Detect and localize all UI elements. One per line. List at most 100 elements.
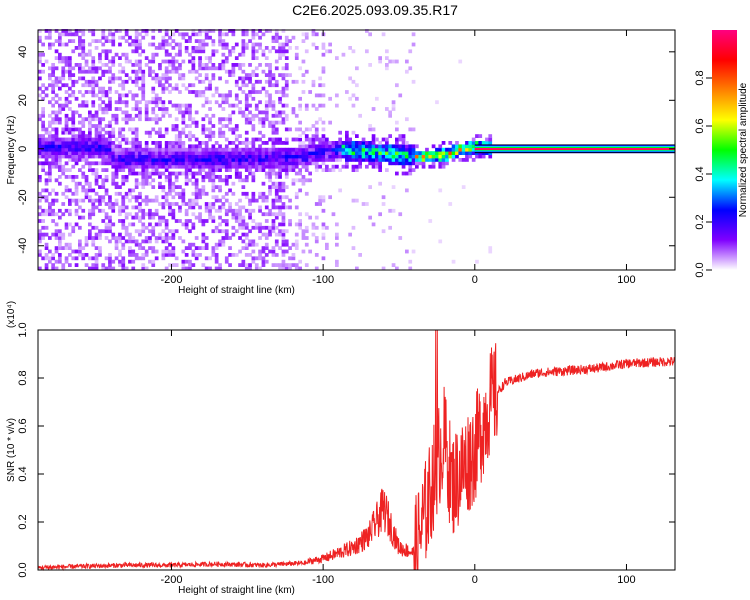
heatmap-cell — [281, 154, 286, 159]
heatmap-cell — [218, 222, 222, 227]
heatmap-cell — [258, 222, 262, 227]
heatmap-cell — [78, 127, 82, 132]
heatmap-cell — [164, 195, 169, 200]
heatmap-cell — [51, 147, 55, 152]
heatmap-cell — [108, 219, 112, 223]
heatmap-cell — [438, 154, 443, 159]
heatmap-cell — [51, 154, 55, 159]
heatmap-cell — [301, 181, 306, 186]
heatmap-cell — [154, 141, 159, 145]
heatmap-cell — [441, 147, 446, 152]
heatmap-cell — [58, 181, 62, 186]
heatmap-cell — [121, 137, 126, 142]
heatmap-cell — [385, 158, 389, 162]
heatmap-cell — [58, 141, 62, 145]
heatmap-cell — [284, 113, 289, 118]
heatmap-cell — [174, 42, 179, 47]
heatmap-cell — [268, 120, 272, 125]
heatmap-cell — [64, 96, 69, 101]
heatmap-cell — [168, 90, 172, 94]
heatmap-cell — [371, 137, 376, 142]
heatmap-cell — [228, 168, 232, 172]
heatmap-cell — [114, 236, 119, 240]
heatmap-cell — [294, 205, 299, 210]
heatmap-cell — [48, 141, 52, 145]
heatmap-cell — [335, 147, 339, 152]
heatmap-cell — [81, 124, 86, 128]
heatmap-cell — [128, 236, 132, 240]
heatmap-cell — [201, 236, 206, 240]
heatmap-cell — [84, 239, 89, 244]
heatmap-cell — [258, 236, 262, 240]
heatmap-cell — [38, 134, 42, 138]
heatmap-cell — [224, 96, 229, 101]
heatmap-cell — [61, 56, 66, 60]
heatmap-cell — [181, 195, 186, 200]
heatmap-cell — [161, 134, 166, 138]
heatmap-cell — [221, 124, 226, 128]
heatmap-cell — [408, 151, 413, 155]
heatmap-cell — [251, 158, 256, 162]
heatmap-cell — [81, 52, 86, 57]
heatmap-cell — [51, 256, 55, 261]
heatmap-cell — [114, 117, 119, 122]
heatmap-cell — [148, 42, 152, 47]
heatmap-cell — [58, 144, 62, 149]
heatmap-cell — [168, 205, 172, 210]
heatmap-cell — [371, 151, 376, 155]
heatmap-cell — [108, 222, 112, 227]
heatmap-cell — [351, 225, 356, 230]
heatmap-cell — [58, 253, 62, 257]
heatmap-cell — [58, 246, 62, 250]
heatmap-cell — [104, 107, 109, 111]
heatmap-cell — [88, 147, 92, 152]
heatmap-cell — [228, 69, 232, 74]
heatmap-cell — [168, 113, 172, 118]
heatmap-cell — [154, 120, 159, 125]
heatmap-cell — [301, 147, 306, 152]
heatmap-cell — [261, 191, 266, 196]
heatmap-cell — [214, 100, 219, 105]
heatmap-cell — [111, 39, 116, 43]
heatmap-cell — [181, 103, 186, 108]
heatmap-cell — [335, 56, 339, 60]
heatmap-cell — [64, 103, 69, 108]
heatmap-cell — [144, 175, 149, 179]
heatmap-cell — [108, 266, 112, 271]
heatmap-cell — [118, 191, 122, 196]
heatmap-cell — [121, 66, 126, 71]
heatmap-cell — [268, 185, 272, 189]
heatmap-cell — [254, 90, 259, 94]
heatmap-cell — [51, 103, 55, 108]
heatmap-cell — [114, 185, 119, 189]
heatmap-cell — [218, 185, 222, 189]
heatmap-cell — [54, 127, 59, 132]
heatmap-cell — [124, 239, 129, 244]
heatmap-cell — [234, 229, 239, 234]
heatmap-cell — [184, 219, 189, 223]
heatmap-cell — [71, 120, 76, 125]
heatmap-cell — [368, 147, 372, 152]
heatmap-cell — [174, 124, 179, 128]
heatmap-cell — [258, 164, 262, 169]
heatmap-cell — [221, 205, 226, 210]
heatmap-cell — [71, 256, 76, 261]
heatmap-cell — [211, 93, 216, 98]
heatmap-cell — [198, 171, 202, 176]
heatmap-cell — [84, 63, 89, 67]
heatmap-cell — [41, 127, 45, 132]
heatmap-cell — [211, 195, 216, 200]
heatmap-cell — [71, 134, 76, 138]
heatmap-cell — [91, 69, 96, 74]
heatmap-cell — [164, 29, 169, 33]
heatmap-cell — [131, 168, 136, 172]
heatmap-cell — [318, 117, 322, 122]
heatmap-cell — [241, 178, 246, 183]
heatmap-cell — [478, 154, 483, 159]
heatmap-cell — [161, 236, 166, 240]
heatmap-cell — [188, 59, 192, 64]
heatmap-cell — [114, 151, 119, 155]
heatmap-cell — [78, 249, 82, 254]
heatmap-cell — [248, 198, 252, 203]
heatmap-cell — [71, 39, 76, 43]
